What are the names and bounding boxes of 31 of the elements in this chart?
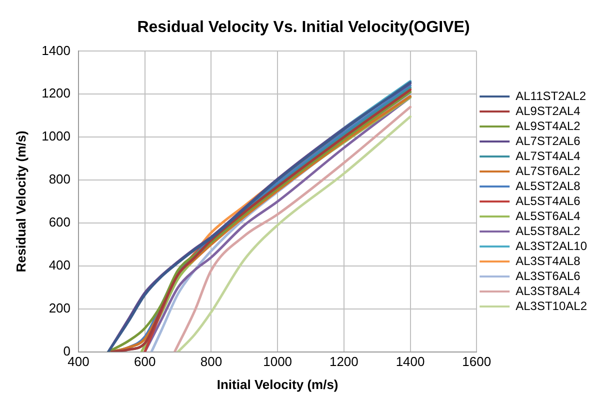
y-tick-label: 1400 [42,42,71,58]
x-axis-title: Initial Velocity (m/s) [216,376,338,392]
x-tick-label: 600 [134,354,156,370]
y-tick-label: 200 [48,300,71,316]
y-tick-label: 400 [48,257,71,272]
legend-label: AL3ST2AL10 [516,238,588,253]
legend-label: AL3ST8AL4 [516,284,581,298]
legend-label: AL5ST2AL8 [516,178,581,193]
legend-label: AL9ST4AL2 [516,118,581,133]
y-tick-label: 600 [48,214,71,230]
legend-label: AL9ST2AL4 [516,104,581,118]
legend-label: AL3ST6AL6 [516,268,581,283]
legend-label: AL5ST6AL4 [516,208,581,223]
legend-label: AL5ST4AL6 [516,194,581,208]
chart-title: Residual Velocity Vs. Initial Velocity(OGIVE) [137,19,470,36]
legend-label: AL11ST2AL2 [516,88,586,103]
legend-label: AL7ST2AL6 [516,134,581,148]
x-tick-label: 1600 [462,354,492,370]
legend-label: AL5ST8AL2 [516,224,581,238]
legend-label: AL7ST6AL2 [516,164,581,178]
y-tick-label: 1200 [42,86,71,101]
x-tick-label: 1200 [329,354,358,370]
y-tick-label: 800 [48,172,71,187]
x-tick-label: 1000 [263,354,292,370]
legend-label: AL7ST4AL4 [516,148,581,163]
legend-label: AL3ST4AL8 [516,254,581,268]
x-tick-label: 1400 [396,354,425,370]
y-axis-title: Residual Velocity (m/s) [13,130,28,272]
y-tick-label: 1000 [42,128,71,144]
x-tick-label: 800 [200,354,222,370]
legend-label: AL3ST10AL2 [516,298,588,313]
